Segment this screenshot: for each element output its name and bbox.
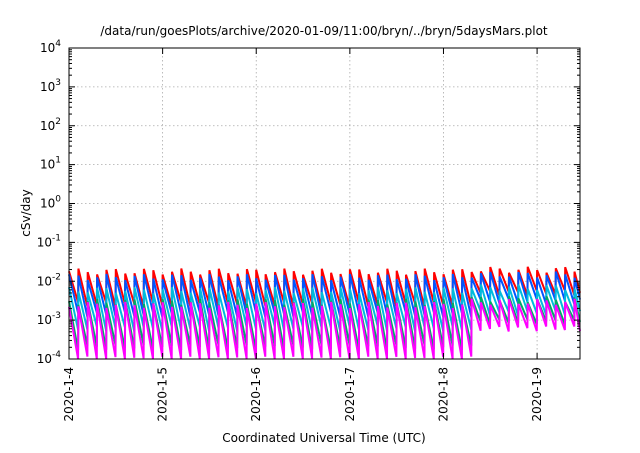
series-line (68, 271, 581, 318)
x-tick-label: 2020-1-8 (436, 367, 450, 421)
x-axis-label: Coordinated Universal Time (UTC) (222, 431, 425, 445)
x-tick-label: 2020-1-9 (530, 367, 544, 421)
y-tick-label: 103 (40, 78, 61, 94)
y-axis-label: cSv/day (19, 189, 33, 236)
x-tick-label: 2020-1-5 (156, 367, 170, 421)
x-tick-label: 2020-1-7 (343, 367, 357, 421)
series-line (68, 298, 581, 360)
y-tick-label: 10-1 (37, 233, 61, 249)
x-tick-labels: 2020-1-4 2020-1-5 2020-1-6 2020-1-7 2020-1-8… (62, 367, 544, 421)
y-tick-label: 100 (40, 195, 61, 211)
y-tick-label: 10-4 (37, 350, 62, 366)
y-tick-labels: 10-4 10-3 10-2 10-1 100 101 102 103 104 (37, 39, 62, 366)
x-tick-label: 2020-1-6 (249, 367, 263, 421)
y-tick-label: 104 (40, 39, 61, 55)
y-tick-label: 102 (40, 117, 61, 133)
x-tick-label: 2020-1-4 (62, 367, 76, 421)
series-lines (68, 266, 581, 360)
y-tick-label: 101 (40, 156, 61, 172)
y-tick-label: 10-2 (37, 272, 61, 288)
y-tick-label: 10-3 (37, 311, 61, 327)
plot-frame (68, 47, 581, 360)
chart-title: /data/run/goesPlots/archive/2020-01-09/1… (100, 24, 548, 38)
series-line (68, 266, 581, 308)
series-line (68, 284, 581, 332)
